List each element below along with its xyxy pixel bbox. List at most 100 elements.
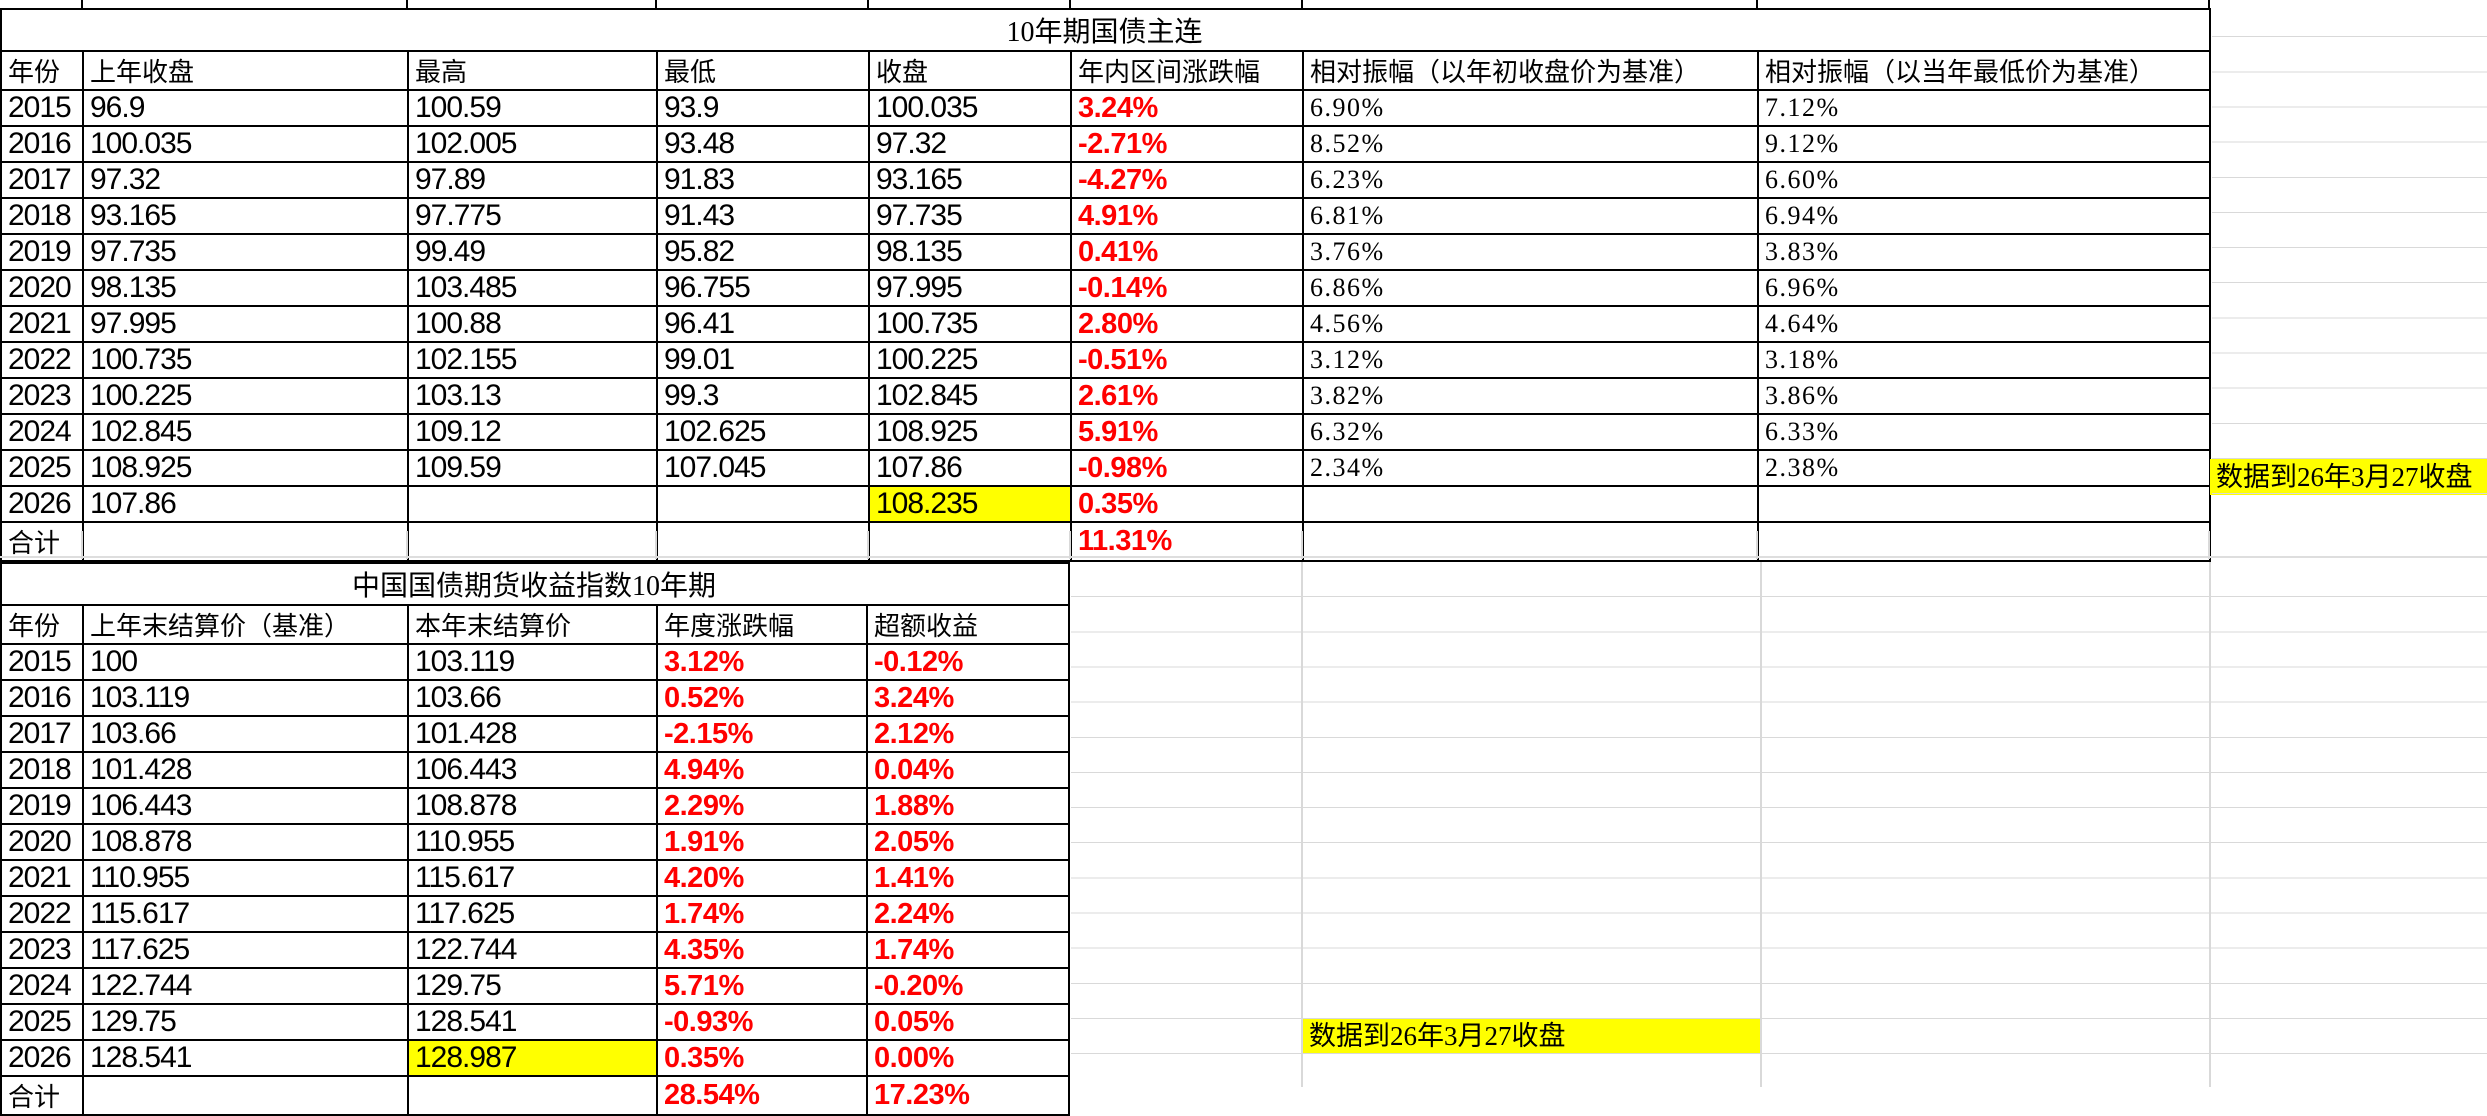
cell[interactable]: 2016: [0, 679, 84, 717]
cell[interactable]: 4.64%: [1757, 305, 2211, 343]
cell[interactable]: 107.86: [868, 449, 1072, 487]
cell[interactable]: 109.59: [407, 449, 658, 487]
cell[interactable]: 2.80%: [1070, 305, 1304, 343]
cell[interactable]: 101.428: [407, 715, 658, 753]
cell[interactable]: 3.86%: [1757, 377, 2211, 415]
cell[interactable]: 122.744: [82, 967, 409, 1005]
cell[interactable]: 6.90%: [1302, 89, 1759, 127]
cell[interactable]: 2025: [0, 1003, 84, 1041]
column-header[interactable]: 年份: [0, 604, 84, 645]
column-header[interactable]: 超额收益: [866, 604, 1070, 645]
cell[interactable]: 117.625: [82, 931, 409, 969]
column-header[interactable]: 上年收盘: [82, 50, 409, 91]
cell[interactable]: 103.66: [82, 715, 409, 753]
cell[interactable]: 115.617: [407, 859, 658, 897]
cell[interactable]: 0.04%: [866, 751, 1070, 789]
cell[interactable]: 2024: [0, 413, 84, 451]
cell[interactable]: 99.01: [656, 341, 870, 379]
cell[interactable]: [1757, 521, 2211, 562]
cell[interactable]: 129.75: [407, 967, 658, 1005]
cell[interactable]: 0.52%: [656, 679, 868, 717]
cell[interactable]: 2018: [0, 197, 84, 235]
cell[interactable]: 100.735: [82, 341, 409, 379]
cell[interactable]: 102.845: [82, 413, 409, 451]
cell[interactable]: 106.443: [82, 787, 409, 825]
cell[interactable]: 110.955: [82, 859, 409, 897]
cell[interactable]: 0.35%: [1070, 485, 1304, 523]
cell[interactable]: 2026: [0, 1039, 84, 1077]
cell[interactable]: 128.541: [407, 1003, 658, 1041]
cell[interactable]: 109.12: [407, 413, 658, 451]
cell[interactable]: 0.35%: [656, 1039, 868, 1077]
cell[interactable]: 2.38%: [1757, 449, 2211, 487]
column-header[interactable]: 收盘: [868, 50, 1072, 91]
cell[interactable]: 108.925: [868, 413, 1072, 451]
cell[interactable]: 合计: [0, 521, 84, 562]
cell[interactable]: 128.987: [407, 1039, 658, 1077]
cell[interactable]: 2021: [0, 305, 84, 343]
cell[interactable]: -2.15%: [656, 715, 868, 753]
cell[interactable]: 100.225: [868, 341, 1072, 379]
cell[interactable]: 1.91%: [656, 823, 868, 861]
cell[interactable]: 6.86%: [1302, 269, 1759, 307]
cell[interactable]: 2.12%: [866, 715, 1070, 753]
cell[interactable]: 7.12%: [1757, 89, 2211, 127]
cell[interactable]: 91.43: [656, 197, 870, 235]
cell[interactable]: 6.81%: [1302, 197, 1759, 235]
cell[interactable]: 2023: [0, 931, 84, 969]
cell[interactable]: 28.54%: [656, 1075, 868, 1116]
cell[interactable]: 11.31%: [1070, 521, 1304, 562]
cell[interactable]: 2022: [0, 895, 84, 933]
cell[interactable]: 103.119: [82, 679, 409, 717]
cell[interactable]: 4.94%: [656, 751, 868, 789]
cell[interactable]: 2024: [0, 967, 84, 1005]
cell[interactable]: -0.12%: [866, 643, 1070, 681]
cell[interactable]: 100.59: [407, 89, 658, 127]
cell[interactable]: 97.32: [82, 161, 409, 199]
cell[interactable]: 128.541: [82, 1039, 409, 1077]
cell[interactable]: 6.33%: [1757, 413, 2211, 451]
cell[interactable]: 2023: [0, 377, 84, 415]
cell[interactable]: 102.155: [407, 341, 658, 379]
cell[interactable]: 2019: [0, 787, 84, 825]
cell[interactable]: 3.18%: [1757, 341, 2211, 379]
cell[interactable]: 3.24%: [1070, 89, 1304, 127]
cell[interactable]: [1757, 485, 2211, 523]
cell[interactable]: 99.49: [407, 233, 658, 271]
cell[interactable]: [82, 521, 409, 562]
cell[interactable]: 0.05%: [866, 1003, 1070, 1041]
t1-title[interactable]: 10年期国债主连: [0, 8, 2211, 52]
cell[interactable]: 117.625: [407, 895, 658, 933]
cell[interactable]: 97.735: [82, 233, 409, 271]
cell[interactable]: 100.88: [407, 305, 658, 343]
cell[interactable]: 97.995: [82, 305, 409, 343]
cell[interactable]: 3.24%: [866, 679, 1070, 717]
cell[interactable]: 1.88%: [866, 787, 1070, 825]
cell[interactable]: 合计: [0, 1075, 84, 1116]
cell[interactable]: 95.82: [656, 233, 870, 271]
cell[interactable]: 2020: [0, 823, 84, 861]
cell[interactable]: 6.32%: [1302, 413, 1759, 451]
cell[interactable]: 6.23%: [1302, 161, 1759, 199]
cell[interactable]: 6.96%: [1757, 269, 2211, 307]
cell[interactable]: 4.56%: [1302, 305, 1759, 343]
cell[interactable]: 129.75: [82, 1003, 409, 1041]
cell[interactable]: 97.775: [407, 197, 658, 235]
cell[interactable]: [1302, 485, 1759, 523]
cell[interactable]: 93.165: [82, 197, 409, 235]
cell[interactable]: 101.428: [82, 751, 409, 789]
cell[interactable]: 93.165: [868, 161, 1072, 199]
column-header[interactable]: 相对振幅（以年初收盘价为基准）: [1302, 50, 1759, 91]
cell[interactable]: 98.135: [82, 269, 409, 307]
cell[interactable]: 102.845: [868, 377, 1072, 415]
cell[interactable]: 2022: [0, 341, 84, 379]
cell[interactable]: 96.41: [656, 305, 870, 343]
cell[interactable]: -0.20%: [866, 967, 1070, 1005]
cell[interactable]: 2026: [0, 485, 84, 523]
cell[interactable]: 100.035: [868, 89, 1072, 127]
cell[interactable]: 103.485: [407, 269, 658, 307]
column-header[interactable]: 本年末结算价: [407, 604, 658, 645]
cell[interactable]: 4.20%: [656, 859, 868, 897]
column-header[interactable]: 年度涨跌幅: [656, 604, 868, 645]
cell[interactable]: -0.14%: [1070, 269, 1304, 307]
